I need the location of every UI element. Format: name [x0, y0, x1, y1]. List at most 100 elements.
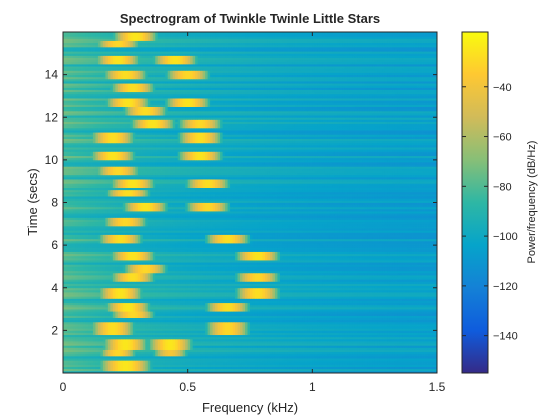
heatmap-cell	[127, 360, 131, 363]
heatmap-cell	[337, 336, 341, 340]
heatmap-cell	[307, 328, 311, 331]
heatmap-cell	[87, 343, 91, 346]
heatmap-cell	[409, 370, 413, 373]
heatmap-cell	[354, 351, 358, 355]
heatmap-cell	[282, 321, 286, 325]
heatmap-cell	[347, 349, 351, 353]
heatmap-cell	[110, 349, 114, 353]
heatmap-cell	[247, 338, 251, 342]
heatmap-cell	[337, 362, 341, 365]
heatmap-cell	[85, 362, 89, 365]
heatmap-cell	[105, 370, 109, 373]
heatmap-cell	[377, 328, 381, 331]
heatmap-cell	[349, 334, 353, 338]
heatmap-cell	[414, 345, 418, 348]
heatmap-cell	[102, 370, 106, 373]
heatmap-cell	[222, 321, 226, 325]
heatmap-cell	[434, 353, 437, 357]
heatmap-cell	[77, 360, 81, 363]
heatmap-cell	[399, 370, 403, 373]
heatmap-cell	[307, 345, 311, 348]
heatmap-cell	[102, 326, 106, 329]
heatmap-cell	[269, 351, 273, 355]
heatmap-cell	[132, 345, 136, 348]
heatmap-cell	[245, 326, 248, 329]
heatmap-cell	[137, 351, 141, 355]
heatmap-cell	[132, 368, 136, 372]
heatmap-cell	[217, 341, 221, 344]
heatmap-cell	[217, 355, 221, 359]
heatmap-cell	[312, 330, 316, 333]
heatmap-cell	[122, 355, 126, 359]
heatmap-cell	[110, 366, 114, 370]
heatmap-cell	[337, 355, 341, 359]
heatmap-cell	[77, 319, 81, 323]
heatmap-cell	[182, 351, 186, 355]
heatmap-cell	[170, 360, 174, 363]
heatmap-cell	[254, 334, 258, 338]
heatmap-cell	[72, 360, 76, 363]
heatmap-cell	[130, 349, 134, 353]
heatmap-cell	[299, 336, 303, 340]
heatmap-cell	[297, 345, 301, 348]
heatmap-cell	[165, 360, 169, 363]
heatmap-cell	[369, 323, 373, 327]
heatmap-cell	[175, 323, 179, 327]
heatmap-cell	[309, 338, 313, 342]
heatmap-cell	[387, 328, 391, 331]
heatmap-cell	[432, 349, 435, 353]
heatmap-cell	[132, 364, 136, 368]
heatmap-cell	[262, 370, 266, 373]
heatmap-cell	[152, 353, 156, 357]
heatmap-cell	[284, 364, 288, 368]
heatmap-cell	[402, 345, 405, 348]
heatmap-cell	[172, 358, 176, 361]
heatmap-cell	[394, 326, 398, 329]
heatmap-cell	[132, 362, 136, 365]
heatmap-cell	[297, 332, 301, 336]
heatmap-cell	[212, 332, 216, 336]
heatmap-cell	[402, 353, 405, 357]
heatmap-cell	[392, 349, 396, 353]
heatmap-cell	[250, 341, 253, 344]
heatmap-cell	[230, 338, 233, 342]
heatmap-cell	[205, 345, 209, 348]
heatmap-cell	[122, 349, 126, 353]
heatmap-cell	[117, 355, 121, 359]
heatmap-cell	[215, 349, 218, 353]
heatmap-cell	[319, 366, 323, 370]
heatmap-cell	[192, 364, 196, 368]
heatmap-cell	[392, 370, 396, 373]
heatmap-cell	[120, 334, 124, 338]
heatmap-cell	[282, 366, 286, 370]
heatmap-cell	[130, 351, 134, 355]
heatmap-cell	[142, 330, 146, 333]
heatmap-cell	[95, 330, 99, 333]
heatmap-cell	[227, 362, 231, 365]
heatmap-cell	[212, 338, 216, 342]
heatmap-cell	[167, 345, 171, 348]
heatmap-cell	[197, 349, 201, 353]
heatmap-cell	[257, 364, 261, 368]
heatmap-cell	[137, 355, 141, 359]
heatmap-cell	[225, 330, 228, 333]
heatmap-cell	[274, 328, 278, 331]
heatmap-cell	[70, 355, 74, 359]
heatmap-cell	[412, 321, 415, 325]
heatmap-cell	[177, 345, 181, 348]
heatmap-cell	[352, 370, 356, 373]
heatmap-cell	[87, 326, 91, 329]
heatmap-cell	[354, 349, 358, 353]
heatmap-cell	[409, 368, 413, 372]
heatmap-cell	[222, 368, 226, 372]
heatmap-cell	[312, 351, 316, 355]
heatmap-cell	[424, 362, 428, 365]
heatmap-cell	[429, 341, 433, 344]
heatmap-cell	[177, 355, 181, 359]
heatmap-cell	[397, 332, 400, 336]
heatmap-cell	[140, 362, 144, 365]
heatmap-cell	[72, 353, 76, 357]
heatmap-cell	[319, 347, 323, 350]
heatmap-cell	[394, 332, 398, 336]
heatmap-cell	[254, 321, 258, 325]
